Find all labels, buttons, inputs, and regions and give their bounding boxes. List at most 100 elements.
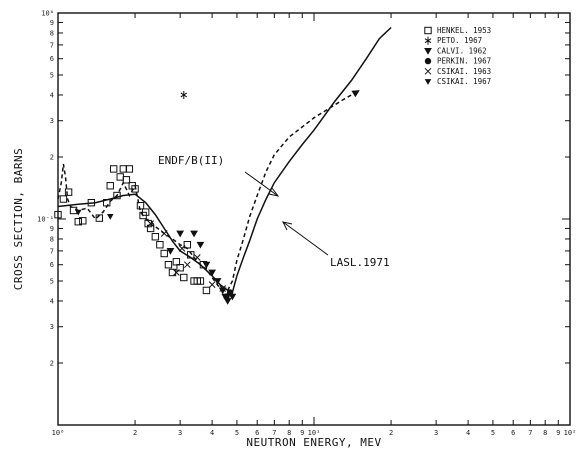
- data-point-open-square: [164, 261, 173, 269]
- x-tick-label: 3: [434, 429, 438, 437]
- data-point-filled-triangle-down: [202, 261, 211, 269]
- data-point-x-cross: [160, 230, 168, 237]
- data-point-open-square: [103, 198, 111, 207]
- endf-annotation-label: ENDF/B(II): [158, 154, 224, 167]
- x-tick-label: 6: [255, 429, 259, 437]
- x-axis-title: NEUTRON ENERGY, MEV: [246, 436, 381, 449]
- legend-item-label: CSIKAI. 1967: [437, 77, 491, 86]
- y-tick-label: 6: [50, 261, 54, 269]
- x-tick-label: 2: [133, 429, 137, 437]
- curves-layer: [57, 26, 392, 294]
- endf-curve-arrowhead: [351, 90, 360, 98]
- data-point-x-cross: [173, 269, 180, 276]
- data-point-open-square: [79, 217, 87, 225]
- data-point-open-square: [87, 198, 96, 207]
- y-tick-label: 3: [50, 323, 54, 331]
- endf-arrowhead: [268, 187, 280, 197]
- lasl-annotation-label: LASL.1971: [330, 256, 390, 269]
- y-tick-label: 2: [50, 153, 54, 161]
- data-point-filled-triangle-down-small: [74, 209, 82, 216]
- data-point-open-square: [196, 277, 205, 285]
- data-point-open-square: [95, 214, 104, 222]
- data-point-x-cross: [193, 254, 201, 261]
- data-point-open-square: [141, 208, 150, 216]
- data-point-filled-triangle-down: [190, 230, 198, 238]
- data-point-filled-triangle-down: [213, 278, 222, 285]
- data-point-x-cross: [219, 285, 227, 292]
- data-point-open-square: [122, 176, 131, 184]
- legend-symbol-star: [424, 36, 432, 45]
- x-tick-label: 10⁰: [52, 429, 65, 437]
- data-point-open-square: [125, 165, 134, 173]
- x-tick-label: 4: [466, 429, 470, 437]
- endf-annotation-arrow: [244, 171, 279, 197]
- data-point-open-square: [180, 273, 188, 282]
- data-point-filled-triangle-down: [208, 269, 217, 277]
- legend-item-label: CALVI. 1962: [437, 46, 487, 55]
- data-point-open-square: [136, 202, 145, 210]
- legend-item-label: CSIKAI. 1963: [437, 67, 491, 76]
- data-point-filled-triangle-down: [196, 241, 205, 249]
- legend-item-label: PETO. 1967: [437, 36, 482, 45]
- x-tick-label: 2: [389, 429, 393, 437]
- y-tick-label: 3: [50, 117, 54, 125]
- y-tick-label: 10⁰: [41, 10, 54, 18]
- data-point-open-square: [113, 191, 121, 200]
- data-point-open-square: [172, 258, 181, 266]
- lasl-annotation-arrow: [282, 221, 329, 256]
- data-point-open-square: [156, 241, 164, 249]
- legend-item-label: HENKEL. 1953: [437, 26, 491, 35]
- y-tick-label: 8: [50, 235, 54, 243]
- legend-item-label: PERKIN. 1967: [437, 57, 491, 66]
- x-tick-label: 7: [528, 429, 532, 437]
- y-tick-label: 7: [50, 41, 54, 49]
- x-tick-label: 8: [543, 429, 547, 437]
- y-tick-label: 6: [50, 55, 54, 63]
- data-point-filled-triangle-down-small: [106, 213, 114, 220]
- plot-frame: [57, 12, 571, 426]
- x-tick-label: 7: [272, 429, 276, 437]
- data-point-star: [180, 90, 188, 99]
- endf-curve: [57, 89, 360, 292]
- data-point-x-cross: [208, 281, 216, 289]
- x-tick-label: 5: [235, 429, 239, 437]
- data-point-filled-circle: [223, 293, 230, 300]
- x-tick-label: 9: [300, 429, 304, 437]
- y-tick-label: 4: [50, 91, 54, 99]
- y-tick-label: 10⁻¹: [37, 216, 54, 224]
- x-axis-ticks: 10⁰ 2 3 4 5 6 7 8 9 10¹ 2 3 4 5 6 7 8 9 10²: [52, 13, 576, 437]
- data-point-open-square: [109, 165, 118, 173]
- lasl-arrowhead: [282, 221, 293, 231]
- data-point-filled-triangle-down: [166, 248, 175, 255]
- data-point-open-square: [160, 249, 168, 258]
- data-point-open-square: [64, 188, 73, 196]
- y-tick-label: 9: [50, 225, 54, 233]
- y-tick-label: 8: [50, 29, 54, 37]
- data-point-x-cross: [183, 261, 191, 269]
- data-point-open-square: [116, 173, 124, 181]
- data-point-open-square: [176, 264, 184, 272]
- legend-symbol-x-cross: [424, 67, 432, 75]
- data-point-open-square: [59, 195, 68, 203]
- data-point-x-cross: [178, 245, 186, 252]
- y-tick-label: 4: [50, 297, 54, 305]
- data-point-open-square: [202, 286, 211, 295]
- data-point-open-square: [187, 251, 195, 259]
- x-tick-label: 5: [491, 429, 495, 437]
- x-tick-label: 4: [210, 429, 214, 437]
- legend-symbol-filled-triangle-down-small: [424, 79, 432, 85]
- y-tick-label: 7: [50, 247, 54, 255]
- data-point-open-square: [119, 165, 128, 173]
- x-tick-label: 3: [178, 429, 182, 437]
- data-point-open-square: [144, 219, 152, 228]
- data-point-x-cross: [147, 220, 154, 227]
- y-tick-label: 9: [50, 19, 54, 27]
- data-point-open-square: [146, 224, 155, 233]
- data-point-filled-circle: [226, 289, 234, 296]
- legend-symbol-open-square: [424, 26, 432, 35]
- data-point-open-square: [151, 233, 160, 241]
- y-axis-title: CROSS SECTION, BARNS: [12, 148, 25, 290]
